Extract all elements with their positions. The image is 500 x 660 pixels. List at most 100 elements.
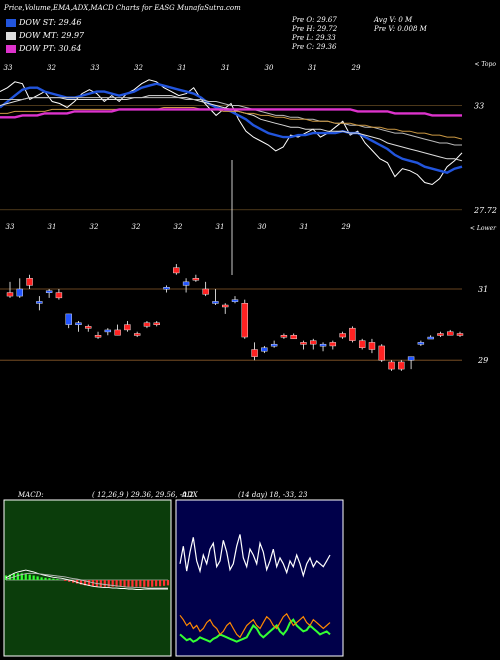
ema-top-date-label: 32 — [47, 64, 56, 72]
candle-body — [427, 336, 434, 340]
candle-body — [300, 342, 307, 345]
legend-dow-st: DOW ST: 29.46 — [6, 18, 81, 27]
ema-bottom-date-label: 31 — [300, 223, 309, 231]
chart-title: Price,Volume,EMA,ADX,MACD Charts for EAS… — [4, 4, 241, 12]
prev-close: Pre C: 29.36 — [292, 43, 337, 51]
adx-title: ADX — [182, 491, 198, 499]
candle-body — [241, 303, 248, 338]
adx-params: (14 day) 18, -33, 23 — [238, 491, 308, 499]
candle-body — [26, 278, 33, 286]
candle-body — [182, 281, 190, 286]
ema-top-date-label: 31 — [221, 64, 230, 72]
candle-body — [94, 335, 102, 338]
price-level-label: 29 — [477, 356, 488, 365]
candle-body — [447, 331, 454, 336]
ema-bottom-date-label: 29 — [341, 223, 351, 231]
ema-top-date-label: 29 — [351, 64, 361, 72]
candle-body — [437, 333, 444, 336]
ema-line — [0, 79, 463, 186]
legend-swatch-st — [6, 18, 16, 27]
candle-body — [85, 326, 92, 329]
candle-body — [114, 329, 121, 336]
ema-line — [0, 97, 462, 146]
candle-body — [222, 304, 229, 308]
candle-body — [280, 335, 288, 338]
prev-volume: Pre V: 0.008 M — [374, 25, 427, 33]
candle-body — [104, 329, 112, 333]
candle-body — [339, 333, 346, 338]
candle-body — [65, 313, 72, 325]
ema-line — [0, 108, 462, 119]
candle-body — [133, 333, 141, 336]
candle-body — [212, 301, 219, 304]
candle-body — [75, 322, 82, 326]
price-corner-label: < Lower — [470, 225, 497, 232]
ema-bottom-date-label: 32 — [90, 223, 99, 231]
price-panel: < Lower 31 29 — [0, 160, 497, 371]
candle-body — [398, 361, 405, 370]
ema-top-date-label: 31 — [178, 64, 187, 72]
ema-panel: 33 32 33 32 31 31 30 31 29 33 31 32 32 32 31 30 31 29 < To… — [0, 61, 497, 231]
candle-body — [270, 343, 278, 347]
candle-body — [45, 290, 53, 293]
legend-swatch-mt — [6, 31, 16, 40]
candle-body — [319, 343, 327, 347]
adx-line — [179, 534, 331, 578]
price-level-label: 31 — [478, 285, 488, 294]
adx-line — [179, 612, 331, 639]
legend-dow-mt: DOW MT: 29.97 — [6, 31, 84, 40]
macd-panel-frame — [3, 499, 172, 657]
candle-body — [358, 340, 366, 348]
candle-body — [36, 301, 43, 304]
candle-body — [192, 278, 200, 281]
ema-top-date-label: 33 — [91, 64, 100, 72]
legend-label-pt: DOW PT: 30.64 — [19, 44, 82, 53]
ema-top-date-label: 32 — [134, 64, 143, 72]
ema-bottom-date-label: 33 — [6, 223, 15, 231]
candle-body — [261, 347, 268, 352]
candle-body — [55, 292, 63, 299]
candle-body — [368, 342, 376, 350]
candle-body — [202, 288, 209, 295]
candle-body — [417, 342, 425, 345]
candle-body — [407, 356, 415, 361]
macd-title: MACD: — [18, 491, 44, 499]
ema-top-date-label: 33 — [4, 64, 13, 72]
macd-line — [5, 572, 168, 589]
legend-swatch-pt — [6, 44, 16, 53]
macd-line — [5, 569, 168, 590]
macd-params: ( 12,26,9 ) 29.36, 29.56, -0.2 — [92, 491, 194, 499]
candle-body — [329, 342, 337, 347]
macd-panel — [4, 569, 170, 590]
candle-body — [6, 292, 14, 297]
ema-bottom-date-label: 31 — [216, 223, 225, 231]
prev-open: Pre O: 29.67 — [292, 16, 337, 24]
avg-volume: Avg V: 0 M — [374, 16, 413, 24]
candle-body — [163, 286, 170, 290]
ema-bottom-date-label: 30 — [258, 223, 267, 231]
ema-bottom-date-label: 32 — [174, 223, 183, 231]
ema-bottom-date-label: 32 — [132, 223, 141, 231]
candle-body — [290, 335, 297, 340]
ema-line — [0, 107, 463, 140]
adx-line — [179, 618, 331, 643]
prev-high: Pre H: 29.72 — [292, 25, 338, 33]
candle-body — [349, 327, 356, 341]
candle-body — [231, 299, 239, 302]
candle-body — [456, 333, 464, 336]
legend-label-st: DOW ST: 29.46 — [19, 18, 82, 27]
candle-body — [378, 345, 385, 361]
ema-price-label: 33 — [474, 101, 484, 110]
candle-body — [310, 340, 317, 345]
adx-panel — [179, 534, 331, 643]
candle-body — [251, 349, 258, 357]
candle-body — [153, 322, 160, 326]
legend-label-mt: DOW MT: 29.97 — [19, 31, 85, 40]
candle-body — [124, 324, 131, 331]
candle-body — [16, 288, 23, 297]
ema-line — [0, 82, 463, 174]
candle-body — [388, 361, 395, 370]
ema-corner-label: < Topo — [474, 61, 496, 68]
